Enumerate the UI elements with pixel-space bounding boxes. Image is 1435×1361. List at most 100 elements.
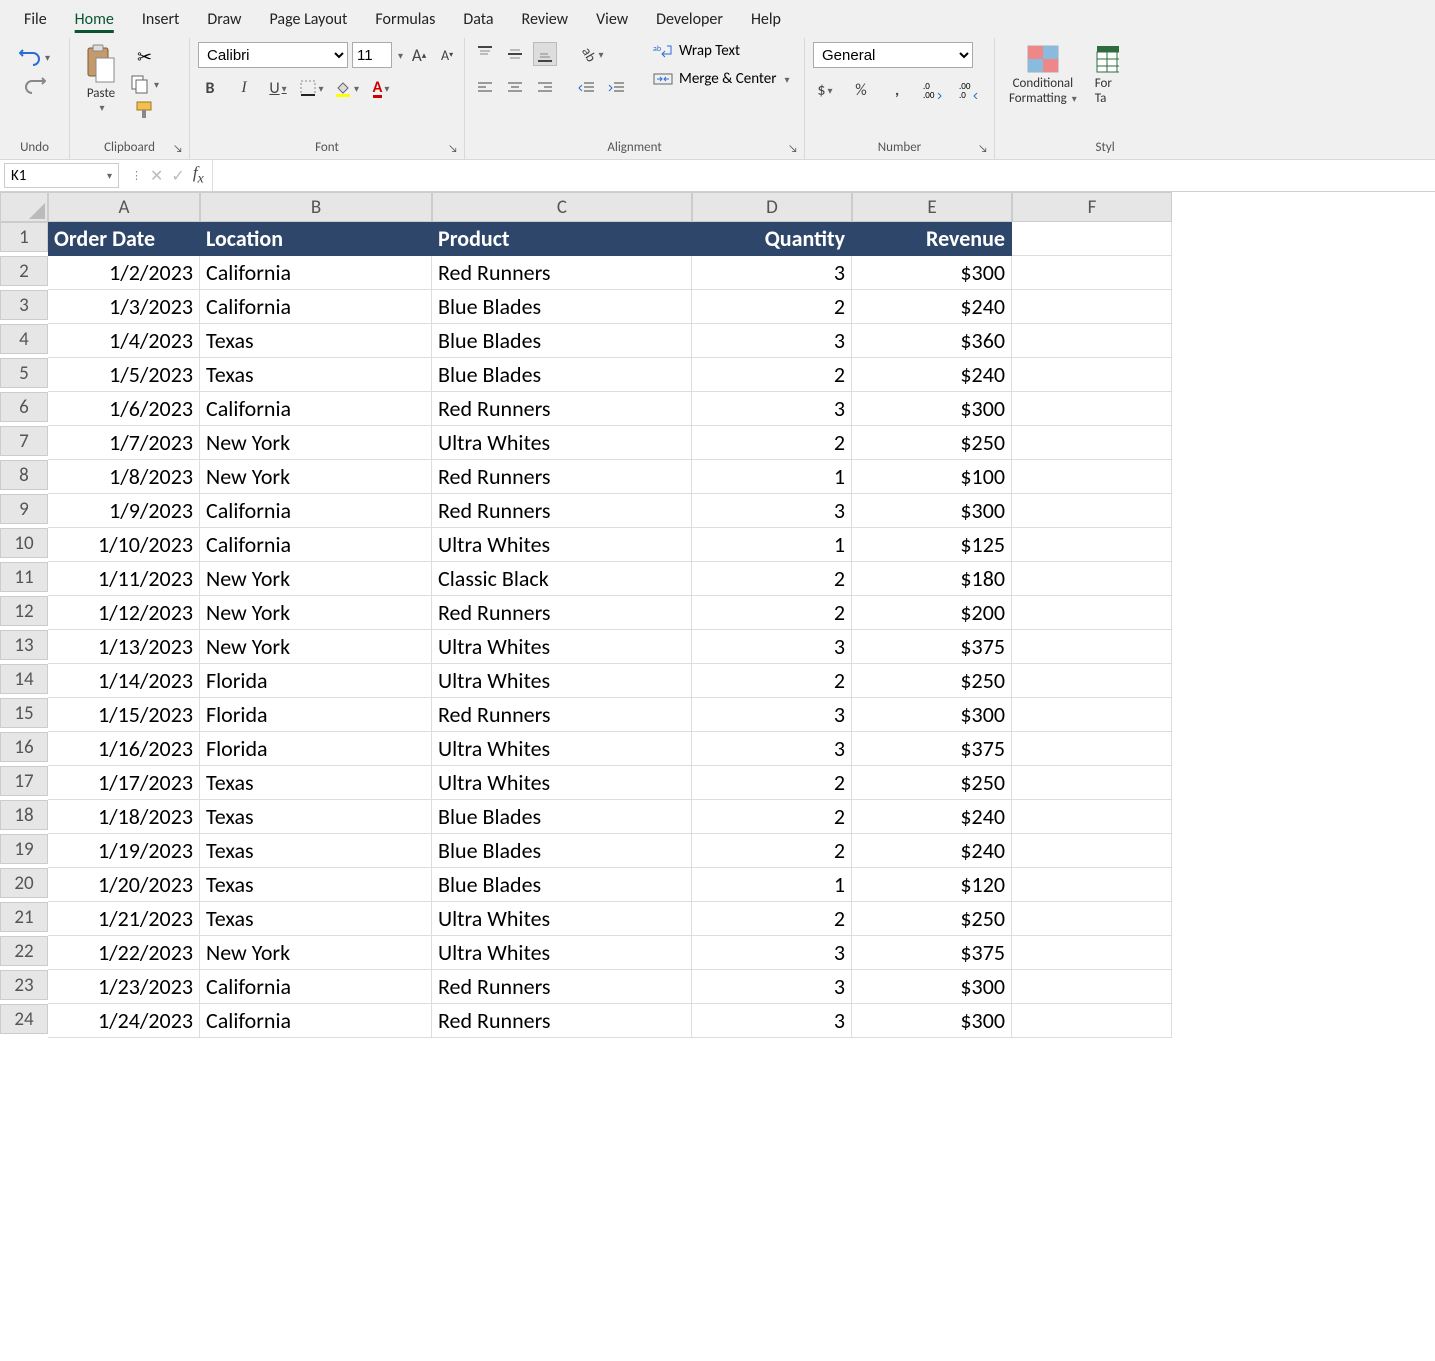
cell-C6[interactable]: Red Runners: [432, 392, 692, 426]
row-header-23[interactable]: 23: [0, 970, 48, 1000]
formula-input[interactable]: [213, 160, 1435, 191]
cell-A24[interactable]: 1/24/2023: [48, 1004, 200, 1038]
paste-button[interactable]: Paste ▾: [78, 42, 124, 116]
cell-F4[interactable]: [1012, 324, 1172, 358]
cell-D9[interactable]: 3: [692, 494, 852, 528]
cell-C19[interactable]: Blue Blades: [432, 834, 692, 868]
cell-B19[interactable]: Texas: [200, 834, 432, 868]
row-header-17[interactable]: 17: [0, 766, 48, 796]
cell-E7[interactable]: $250: [852, 426, 1012, 460]
cell-C23[interactable]: Red Runners: [432, 970, 692, 1004]
cell-D2[interactable]: 3: [692, 256, 852, 290]
row-header-13[interactable]: 13: [0, 630, 48, 660]
font-color-button[interactable]: A▾: [369, 76, 393, 100]
cell-E2[interactable]: $300: [852, 256, 1012, 290]
menu-review[interactable]: Review: [508, 4, 583, 35]
underline-button[interactable]: U▾: [266, 76, 290, 100]
cell-A12[interactable]: 1/12/2023: [48, 596, 200, 630]
cell-C8[interactable]: Red Runners: [432, 460, 692, 494]
cell-F23[interactable]: [1012, 970, 1172, 1004]
cell-A9[interactable]: 1/9/2023: [48, 494, 200, 528]
row-header-22[interactable]: 22: [0, 936, 48, 966]
cell-E15[interactable]: $300: [852, 698, 1012, 732]
align-center-button[interactable]: [503, 76, 527, 100]
cell-A13[interactable]: 1/13/2023: [48, 630, 200, 664]
align-middle-button[interactable]: [503, 42, 527, 66]
cell-E10[interactable]: $125: [852, 528, 1012, 562]
cell-D7[interactable]: 2: [692, 426, 852, 460]
bold-button[interactable]: B: [198, 76, 222, 100]
menu-view[interactable]: View: [582, 4, 642, 35]
cell-D22[interactable]: 3: [692, 936, 852, 970]
cell-C4[interactable]: Blue Blades: [432, 324, 692, 358]
align-right-button[interactable]: [533, 76, 557, 100]
enter-formula-button[interactable]: ✓: [171, 166, 184, 186]
cell-C12[interactable]: Red Runners: [432, 596, 692, 630]
cell-D10[interactable]: 1: [692, 528, 852, 562]
cell-D5[interactable]: 2: [692, 358, 852, 392]
menu-file[interactable]: File: [10, 4, 61, 35]
cell-E11[interactable]: $180: [852, 562, 1012, 596]
cell-C10[interactable]: Ultra Whites: [432, 528, 692, 562]
font-size-input[interactable]: [352, 42, 392, 68]
row-header-9[interactable]: 9: [0, 494, 48, 524]
cell-B11[interactable]: New York: [200, 562, 432, 596]
cell-F5[interactable]: [1012, 358, 1172, 392]
menu-draw[interactable]: Draw: [193, 4, 255, 35]
cell-C11[interactable]: Classic Black: [432, 562, 692, 596]
cell-E22[interactable]: $375: [852, 936, 1012, 970]
cell-C20[interactable]: Blue Blades: [432, 868, 692, 902]
alignment-dialog-launcher[interactable]: ↘: [786, 141, 800, 155]
cell-F9[interactable]: [1012, 494, 1172, 528]
cell-F15[interactable]: [1012, 698, 1172, 732]
cell-C2[interactable]: Red Runners: [432, 256, 692, 290]
insert-function-button[interactable]: fx: [193, 163, 204, 187]
column-header-F[interactable]: F: [1012, 192, 1172, 222]
row-header-18[interactable]: 18: [0, 800, 48, 830]
increase-font-button[interactable]: A▴: [407, 43, 431, 67]
menu-home[interactable]: Home: [61, 4, 128, 35]
border-button[interactable]: ▾: [300, 76, 324, 100]
row-header-6[interactable]: 6: [0, 392, 48, 422]
increase-decimal-button[interactable]: .0.00: [921, 78, 945, 102]
fill-color-button[interactable]: ▾: [334, 76, 359, 100]
cell-E19[interactable]: $240: [852, 834, 1012, 868]
cell-F12[interactable]: [1012, 596, 1172, 630]
cell-B17[interactable]: Texas: [200, 766, 432, 800]
cell-A8[interactable]: 1/8/2023: [48, 460, 200, 494]
decrease-font-button[interactable]: A▾: [435, 43, 459, 67]
align-top-button[interactable]: [473, 42, 497, 66]
currency-button[interactable]: $▾: [813, 78, 837, 102]
font-name-select[interactable]: Calibri: [198, 42, 348, 68]
cell-C13[interactable]: Ultra Whites: [432, 630, 692, 664]
cell-D4[interactable]: 3: [692, 324, 852, 358]
cell-F1[interactable]: [1012, 222, 1172, 256]
cell-E17[interactable]: $250: [852, 766, 1012, 800]
cell-E14[interactable]: $250: [852, 664, 1012, 698]
menu-developer[interactable]: Developer: [642, 4, 737, 35]
cell-B3[interactable]: California: [200, 290, 432, 324]
cell-D16[interactable]: 3: [692, 732, 852, 766]
row-header-3[interactable]: 3: [0, 290, 48, 320]
cell-C9[interactable]: Red Runners: [432, 494, 692, 528]
column-header-D[interactable]: D: [692, 192, 852, 222]
decrease-decimal-button[interactable]: .00.0: [957, 78, 981, 102]
cell-A19[interactable]: 1/19/2023: [48, 834, 200, 868]
row-header-8[interactable]: 8: [0, 460, 48, 490]
orientation-button[interactable]: ab▾: [581, 42, 605, 66]
cell-B16[interactable]: Florida: [200, 732, 432, 766]
cell-D1[interactable]: Quantity: [692, 222, 852, 256]
cell-F7[interactable]: [1012, 426, 1172, 460]
cell-A20[interactable]: 1/20/2023: [48, 868, 200, 902]
cell-B14[interactable]: Florida: [200, 664, 432, 698]
select-all-corner[interactable]: [0, 192, 48, 222]
font-dialog-launcher[interactable]: ↘: [446, 141, 460, 155]
redo-button[interactable]: [24, 76, 46, 94]
cell-E5[interactable]: $240: [852, 358, 1012, 392]
row-header-19[interactable]: 19: [0, 834, 48, 864]
wrap-text-button[interactable]: ab Wrap Text: [653, 42, 790, 60]
cell-E4[interactable]: $360: [852, 324, 1012, 358]
menu-data[interactable]: Data: [449, 4, 507, 35]
cell-C3[interactable]: Blue Blades: [432, 290, 692, 324]
cell-A16[interactable]: 1/16/2023: [48, 732, 200, 766]
